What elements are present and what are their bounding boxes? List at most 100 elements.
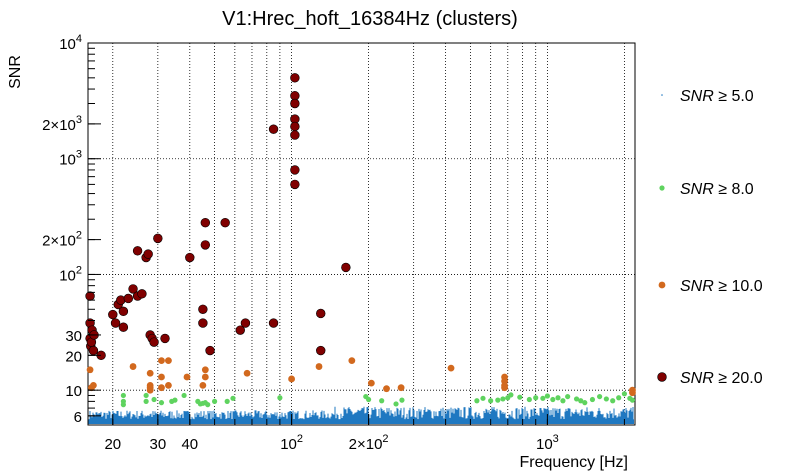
- data-point: [128, 284, 138, 294]
- legend: SNR ≥ 5.0 SNR ≥ 8.0 SNR ≥ 10.0 SNR ≥ 20.0: [657, 88, 763, 387]
- x-tick-label: 30: [149, 436, 166, 453]
- data-point: [172, 397, 178, 403]
- data-marks: [85, 73, 636, 408]
- data-point: [198, 318, 208, 328]
- legend-marker-2: [658, 281, 666, 289]
- data-point: [366, 396, 372, 403]
- x-axis-label: Frequency [Hz]: [520, 454, 628, 471]
- data-point: [118, 322, 129, 332]
- data-point: [160, 333, 170, 344]
- data-point: [158, 373, 165, 381]
- data-point: [589, 396, 596, 403]
- data-point: [399, 397, 405, 403]
- data-point: [110, 318, 121, 328]
- data-point: [146, 369, 154, 377]
- data-point: [603, 396, 609, 402]
- y-tick-label: 2×103: [42, 114, 82, 134]
- data-point: [555, 395, 561, 401]
- legend-marker-3: [657, 372, 667, 382]
- data-point: [85, 291, 95, 301]
- data-point: [290, 130, 300, 140]
- x-tick-label: 103: [536, 433, 559, 453]
- data-point: [108, 309, 118, 320]
- data-point: [621, 391, 628, 397]
- data-point: [277, 395, 283, 401]
- data-point: [90, 381, 97, 389]
- data-point: [544, 393, 551, 399]
- data-point: [137, 289, 147, 299]
- data-point: [316, 308, 326, 319]
- noise-base: [89, 419, 634, 424]
- data-point: [199, 381, 207, 389]
- y-tick-label: 104: [59, 33, 82, 53]
- data-point: [205, 402, 211, 408]
- data-point: [560, 398, 566, 404]
- data-point: [500, 396, 506, 402]
- series-3: [85, 73, 351, 361]
- data-point: [315, 363, 323, 370]
- data-point: [397, 384, 405, 392]
- legend-label-0: SNR ≥ 5.0: [680, 88, 754, 105]
- data-point: [120, 392, 126, 399]
- data-point: [165, 381, 172, 389]
- data-point: [616, 395, 622, 401]
- data-point: [268, 124, 279, 134]
- data-point: [224, 398, 230, 404]
- data-point: [132, 246, 143, 256]
- legend-label-2: SNR ≥ 10.0: [680, 278, 763, 295]
- data-point: [290, 121, 300, 132]
- y-tick-label: 20: [65, 348, 82, 365]
- data-point: [379, 398, 385, 404]
- legend-marker-0: [661, 94, 663, 96]
- snr-5-noise-floor: [88, 406, 634, 425]
- data-point: [243, 369, 251, 377]
- y-tick-label: 30: [65, 328, 82, 345]
- series-1: [120, 391, 636, 408]
- data-point: [181, 392, 187, 399]
- x-tick-label: 20: [104, 436, 121, 453]
- data-point: [201, 366, 209, 374]
- data-point: [118, 306, 129, 317]
- data-point: [143, 392, 149, 399]
- data-point: [201, 373, 209, 381]
- data-point: [578, 398, 584, 404]
- data-point: [211, 398, 218, 404]
- data-point: [230, 395, 236, 401]
- y-tick-label: 2×102: [42, 230, 82, 250]
- data-point: [480, 395, 486, 401]
- y-tick-label: 10: [65, 383, 82, 400]
- data-point: [290, 179, 300, 190]
- x-tick-label: 2×102: [349, 433, 389, 453]
- data-point: [158, 357, 165, 365]
- data-point: [488, 398, 494, 404]
- data-point: [316, 345, 326, 356]
- data-point: [629, 397, 636, 403]
- data-point: [86, 366, 94, 374]
- data-point: [146, 386, 154, 394]
- data-point: [88, 345, 99, 356]
- series-2: [86, 357, 636, 397]
- data-point: [240, 318, 251, 328]
- data-point: [341, 262, 351, 273]
- y-tick-label: 102: [59, 264, 82, 284]
- y-tick-label: 6: [74, 409, 82, 426]
- data-point: [290, 98, 300, 109]
- legend-label-1: SNR ≥ 8.0: [680, 181, 754, 198]
- data-point: [565, 393, 571, 400]
- y-tick-label: 103: [59, 149, 82, 169]
- data-point: [597, 393, 603, 400]
- data-point: [120, 402, 126, 408]
- data-point: [290, 73, 300, 83]
- data-point: [573, 396, 580, 402]
- data-point: [200, 240, 211, 250]
- data-point: [153, 233, 163, 244]
- data-point: [508, 392, 514, 398]
- data-point: [550, 396, 556, 403]
- data-point: [348, 357, 356, 365]
- data-point: [495, 397, 501, 403]
- axes: 20 30 40 102 2×102 103 6 10 20 30 102 2×102 103 2×103…: [42, 33, 625, 453]
- data-point: [288, 375, 295, 383]
- chart-title: V1:Hrec_hoft_16384Hz (clusters): [222, 8, 518, 30]
- data-point: [517, 394, 523, 400]
